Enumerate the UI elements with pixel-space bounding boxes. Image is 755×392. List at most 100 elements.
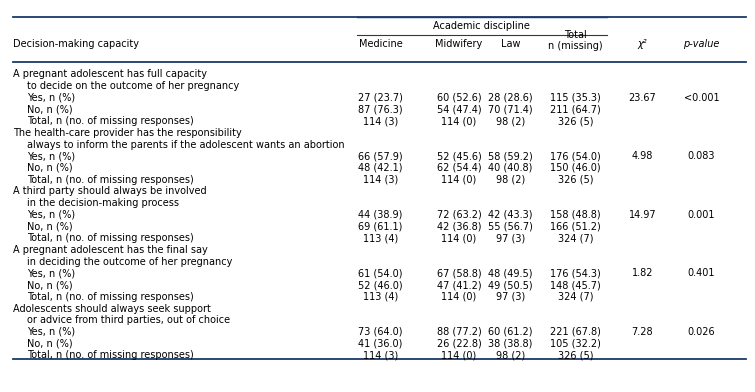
Text: No, n (%): No, n (%) <box>26 339 72 349</box>
Text: Medicine: Medicine <box>359 39 402 49</box>
Text: 326 (5): 326 (5) <box>558 175 593 185</box>
Text: 114 (0): 114 (0) <box>441 292 476 302</box>
Text: 114 (0): 114 (0) <box>441 350 476 360</box>
Text: 41 (36.0): 41 (36.0) <box>359 339 402 349</box>
Text: 4.98: 4.98 <box>632 151 653 161</box>
Text: 28 (28.6): 28 (28.6) <box>488 93 533 103</box>
Text: 115 (35.3): 115 (35.3) <box>550 93 601 103</box>
Text: 98 (2): 98 (2) <box>496 350 525 360</box>
Text: 42 (36.8): 42 (36.8) <box>436 221 481 232</box>
Text: Decision-making capacity: Decision-making capacity <box>14 39 140 49</box>
Text: 114 (0): 114 (0) <box>441 116 476 126</box>
Text: 42 (43.3): 42 (43.3) <box>488 210 533 220</box>
Text: 114 (3): 114 (3) <box>363 350 398 360</box>
Text: Yes, n (%): Yes, n (%) <box>26 269 75 278</box>
Text: No, n (%): No, n (%) <box>26 163 72 173</box>
Text: Adolescents should always seek support: Adolescents should always seek support <box>14 303 211 314</box>
Text: 58 (59.2): 58 (59.2) <box>488 151 533 161</box>
Text: 7.28: 7.28 <box>632 327 653 337</box>
Text: No, n (%): No, n (%) <box>26 280 72 290</box>
Text: 0.083: 0.083 <box>688 151 715 161</box>
Text: 148 (45.7): 148 (45.7) <box>550 280 601 290</box>
Text: 69 (61.1): 69 (61.1) <box>359 221 402 232</box>
Text: 324 (7): 324 (7) <box>558 233 593 243</box>
Text: 105 (32.2): 105 (32.2) <box>550 339 601 349</box>
Text: A third party should always be involved: A third party should always be involved <box>14 186 207 196</box>
Text: n (missing): n (missing) <box>548 41 603 51</box>
Text: 88 (77.2): 88 (77.2) <box>436 327 481 337</box>
Text: Academic discipline: Academic discipline <box>433 21 530 31</box>
Text: <0.001: <0.001 <box>684 93 720 103</box>
Text: Midwifery: Midwifery <box>436 39 482 49</box>
Text: 113 (4): 113 (4) <box>363 292 398 302</box>
Text: 60 (61.2): 60 (61.2) <box>488 327 533 337</box>
Text: 66 (57.9): 66 (57.9) <box>358 151 402 161</box>
Text: 38 (38.8): 38 (38.8) <box>488 339 533 349</box>
Text: 114 (3): 114 (3) <box>363 116 398 126</box>
Text: 67 (58.8): 67 (58.8) <box>436 269 481 278</box>
Text: 97 (3): 97 (3) <box>496 233 525 243</box>
Text: 40 (40.8): 40 (40.8) <box>488 163 533 173</box>
Text: 48 (42.1): 48 (42.1) <box>358 163 402 173</box>
Text: 87 (76.3): 87 (76.3) <box>358 104 402 114</box>
Text: always to inform the parents if the adolescent wants an abortion: always to inform the parents if the adol… <box>26 140 344 149</box>
Text: 221 (67.8): 221 (67.8) <box>550 327 601 337</box>
Text: 54 (47.4): 54 (47.4) <box>436 104 481 114</box>
Text: 52 (45.6): 52 (45.6) <box>436 151 481 161</box>
Text: Total, n (no. of missing responses): Total, n (no. of missing responses) <box>26 233 193 243</box>
Text: 326 (5): 326 (5) <box>558 116 593 126</box>
Text: 48 (49.5): 48 (49.5) <box>488 269 533 278</box>
Text: Yes, n (%): Yes, n (%) <box>26 151 75 161</box>
Text: in the decision-making process: in the decision-making process <box>26 198 179 208</box>
Text: 52 (46.0): 52 (46.0) <box>358 280 402 290</box>
Text: A pregnant adolescent has the final say: A pregnant adolescent has the final say <box>14 245 208 255</box>
Text: 98 (2): 98 (2) <box>496 175 525 185</box>
Text: 0.026: 0.026 <box>688 327 716 337</box>
Text: 47 (41.2): 47 (41.2) <box>436 280 481 290</box>
Text: 62 (54.4): 62 (54.4) <box>436 163 481 173</box>
Text: 27 (23.7): 27 (23.7) <box>358 93 403 103</box>
Text: No, n (%): No, n (%) <box>26 221 72 232</box>
Text: 324 (7): 324 (7) <box>558 292 593 302</box>
Text: 72 (63.2): 72 (63.2) <box>436 210 481 220</box>
Text: 176 (54.3): 176 (54.3) <box>550 269 601 278</box>
Text: 44 (38.9): 44 (38.9) <box>359 210 402 220</box>
Text: 70 (71.4): 70 (71.4) <box>488 104 533 114</box>
Text: No, n (%): No, n (%) <box>26 104 72 114</box>
Text: χ²: χ² <box>637 39 647 49</box>
Text: 150 (46.0): 150 (46.0) <box>550 163 601 173</box>
Text: 1.82: 1.82 <box>632 269 653 278</box>
Text: 49 (50.5): 49 (50.5) <box>488 280 533 290</box>
Text: 23.67: 23.67 <box>628 93 656 103</box>
Text: 60 (52.6): 60 (52.6) <box>436 93 481 103</box>
Text: Law: Law <box>501 39 520 49</box>
Text: 97 (3): 97 (3) <box>496 292 525 302</box>
Text: 73 (64.0): 73 (64.0) <box>358 327 402 337</box>
Text: 14.97: 14.97 <box>629 210 656 220</box>
Text: 61 (54.0): 61 (54.0) <box>358 269 402 278</box>
Text: 158 (48.8): 158 (48.8) <box>550 210 601 220</box>
Text: or advice from third parties, out of choice: or advice from third parties, out of cho… <box>26 315 230 325</box>
Text: Total, n (no. of missing responses): Total, n (no. of missing responses) <box>26 175 193 185</box>
Text: 55 (56.7): 55 (56.7) <box>488 221 533 232</box>
Text: The health-care provider has the responsibility: The health-care provider has the respons… <box>14 128 242 138</box>
Text: Total, n (no. of missing responses): Total, n (no. of missing responses) <box>26 116 193 126</box>
Text: 114 (0): 114 (0) <box>441 175 476 185</box>
Text: 114 (0): 114 (0) <box>441 233 476 243</box>
Text: 26 (22.8): 26 (22.8) <box>436 339 481 349</box>
Text: Total, n (no. of missing responses): Total, n (no. of missing responses) <box>26 292 193 302</box>
Text: 211 (64.7): 211 (64.7) <box>550 104 601 114</box>
Text: Total, n (no. of missing responses): Total, n (no. of missing responses) <box>26 350 193 360</box>
Text: 98 (2): 98 (2) <box>496 116 525 126</box>
Text: p-value: p-value <box>683 39 720 49</box>
Text: Total: Total <box>565 30 587 40</box>
Text: 114 (3): 114 (3) <box>363 175 398 185</box>
Text: Yes, n (%): Yes, n (%) <box>26 327 75 337</box>
Text: A pregnant adolescent has full capacity: A pregnant adolescent has full capacity <box>14 69 208 79</box>
Text: 166 (51.2): 166 (51.2) <box>550 221 601 232</box>
Text: Yes, n (%): Yes, n (%) <box>26 93 75 103</box>
Text: 0.001: 0.001 <box>688 210 715 220</box>
Text: 113 (4): 113 (4) <box>363 233 398 243</box>
Text: 176 (54.0): 176 (54.0) <box>550 151 601 161</box>
Text: to decide on the outcome of her pregnancy: to decide on the outcome of her pregnanc… <box>26 81 239 91</box>
